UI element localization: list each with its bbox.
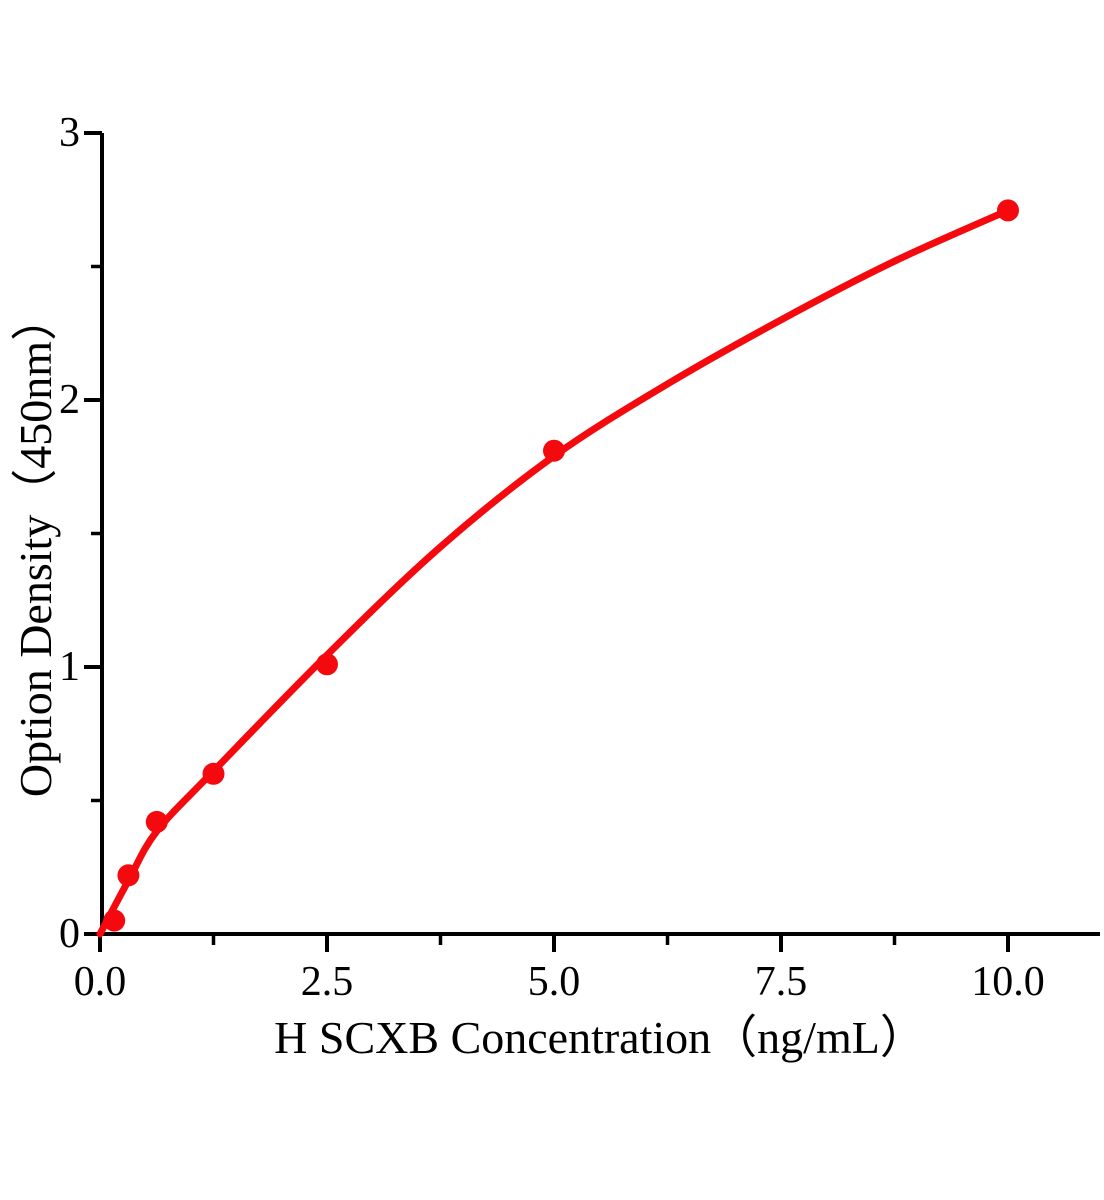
y-axis-title: Option Density（450nm） xyxy=(10,294,61,798)
x-tick-label: 5.0 xyxy=(527,959,581,1005)
x-axis-title: H SCXB Concentration（ng/mL） xyxy=(274,1012,926,1063)
y-tick-label: 1 xyxy=(59,644,80,690)
x-tick-label: 2.5 xyxy=(300,959,354,1005)
y-tick-label: 2 xyxy=(59,377,80,423)
x-tick-label: 0.0 xyxy=(73,959,127,1005)
data-point-marker xyxy=(543,439,565,462)
data-point-marker xyxy=(103,909,126,932)
data-point-marker xyxy=(316,653,338,676)
data-point-marker xyxy=(145,810,168,833)
fitted-curve-line xyxy=(96,206,1012,938)
data-point-marker xyxy=(117,864,140,887)
y-tick-label: 3 xyxy=(59,110,80,156)
data-point-marker xyxy=(997,199,1019,222)
data-point-marker xyxy=(202,762,225,785)
x-tick-label: 7.5 xyxy=(754,959,808,1005)
x-tick-label: 10.0 xyxy=(971,959,1045,1005)
y-tick-label: 0 xyxy=(59,911,80,957)
